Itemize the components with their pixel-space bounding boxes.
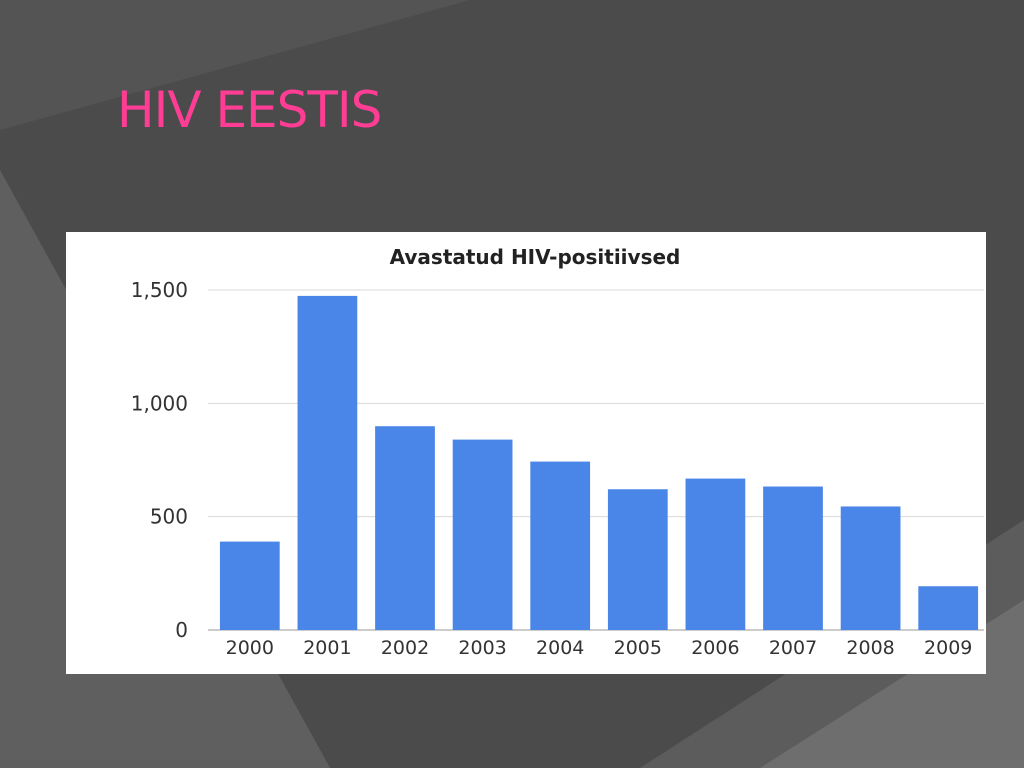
bar-2007 <box>763 486 823 630</box>
bar-2006 <box>685 478 746 630</box>
y-axis-ticks: 0 500 1,000 1,500 <box>131 278 188 642</box>
x-axis-ticks: 2000 2001 2002 2003 2004 2005 2006 2007 2008 2009 <box>226 637 973 659</box>
bars <box>219 295 979 630</box>
slide-title: HIV EESTIS <box>117 81 382 139</box>
bar-2001 <box>297 295 358 630</box>
x-tick-label: 2007 <box>769 637 817 659</box>
bar-2002 <box>375 426 435 630</box>
y-tick-label: 1,500 <box>131 278 188 302</box>
x-tick-label: 2009 <box>924 637 972 659</box>
x-tick-label: 2004 <box>536 637 584 659</box>
y-tick-label: 500 <box>150 505 188 529</box>
bar-2008 <box>840 506 901 630</box>
x-tick-label: 2003 <box>458 637 506 659</box>
y-tick-label: 1,000 <box>131 391 188 415</box>
x-tick-label: 2006 <box>691 637 739 659</box>
x-tick-label: 2002 <box>381 637 429 659</box>
chart-panel: Avastatud HIV-positiivsed 0 500 1,000 1,500… <box>66 232 986 674</box>
bar-chart: Avastatud HIV-positiivsed 0 500 1,000 1,500… <box>131 245 984 659</box>
bar-2003 <box>452 439 513 630</box>
x-tick-label: 2001 <box>303 637 351 659</box>
bar-2005 <box>607 489 668 630</box>
x-tick-label: 2008 <box>846 637 894 659</box>
bar-2000 <box>219 541 280 630</box>
chart-title: Avastatud HIV-positiivsed <box>390 245 681 269</box>
y-tick-label: 0 <box>175 618 188 642</box>
bar-2004 <box>530 461 591 630</box>
bar-2009 <box>918 586 979 630</box>
x-tick-label: 2000 <box>226 637 274 659</box>
x-tick-label: 2005 <box>614 637 662 659</box>
